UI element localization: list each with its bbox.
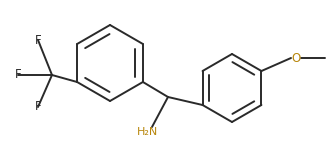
Text: H₂N: H₂N bbox=[137, 127, 159, 137]
Text: F: F bbox=[35, 101, 41, 113]
Text: O: O bbox=[291, 52, 301, 65]
Text: F: F bbox=[35, 34, 41, 46]
Text: F: F bbox=[15, 68, 21, 82]
